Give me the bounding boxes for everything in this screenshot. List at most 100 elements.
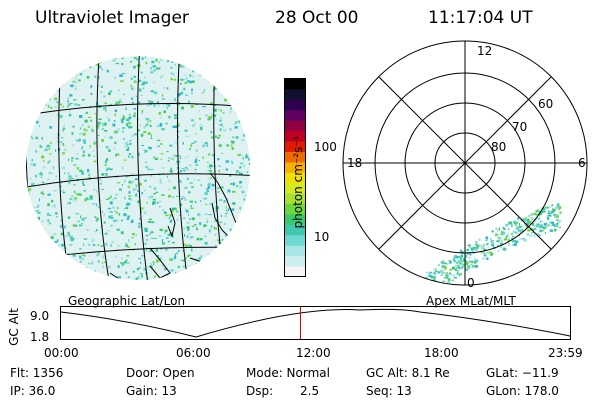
aurora-pixel — [440, 270, 443, 273]
globe-pixel — [150, 265, 153, 268]
globe-pixel — [133, 112, 136, 115]
aurora-pixel — [511, 240, 515, 243]
globe-pixel — [31, 135, 33, 139]
globe-pixel — [137, 200, 141, 204]
globe-pixel — [202, 225, 206, 227]
globe-pixel — [230, 144, 233, 147]
aurora-pixel — [458, 261, 463, 265]
globe-pixel — [168, 104, 170, 107]
aurora-pixel — [429, 272, 433, 274]
globe-pixel — [153, 187, 157, 190]
globe-pixel — [188, 100, 190, 104]
globe-pixel — [130, 77, 133, 79]
globe-pixel — [176, 210, 179, 213]
globe-pixel — [73, 266, 77, 269]
globe-pixel — [126, 144, 129, 146]
globe-pixel — [181, 168, 184, 169]
globe-pixel — [55, 175, 57, 178]
globe-pixel — [243, 133, 247, 137]
aurora-pixel — [508, 238, 510, 242]
polar-plot — [342, 40, 588, 292]
globe-pixel — [28, 90, 30, 92]
aurora-pixel — [438, 289, 440, 292]
globe-pixel — [152, 261, 155, 264]
globe-pixel — [126, 217, 130, 220]
globe-pixel — [237, 221, 239, 223]
globe-pixel — [44, 83, 48, 86]
globe-pixel — [235, 171, 237, 175]
globe-pixel — [248, 157, 250, 161]
globe-pixel — [221, 238, 224, 241]
globe-pixel — [28, 246, 32, 248]
globe-pixel — [142, 81, 146, 85]
aurora-pixel — [470, 247, 474, 250]
aurora-pixel — [551, 204, 553, 207]
globe-pixel — [43, 57, 46, 60]
globe-pixel — [199, 59, 203, 61]
globe-pixel — [192, 70, 195, 73]
aurora-pixel — [500, 233, 503, 236]
globe-pixel — [229, 111, 232, 113]
globe-pixel — [49, 142, 52, 144]
aurora-pixel — [449, 261, 452, 264]
globe-pixel — [149, 119, 152, 123]
aurora-pixel — [517, 217, 520, 220]
globe-pixel — [226, 262, 229, 264]
globe-pixel — [87, 125, 90, 128]
globe-pixel — [219, 119, 222, 122]
globe-pixel — [190, 105, 194, 108]
aurora-pixel — [456, 262, 458, 264]
globe-pixel — [209, 203, 211, 205]
globe-pixel — [80, 257, 84, 261]
globe-pixel — [67, 172, 70, 175]
aurora-pixel — [483, 243, 485, 247]
globe-pixel — [209, 102, 214, 104]
globe-pixel — [126, 202, 131, 206]
globe-pixel — [234, 235, 236, 237]
globe-pixel — [37, 90, 40, 92]
globe-pixel — [106, 69, 109, 73]
globe-pixel — [40, 176, 43, 178]
globe-pixel — [62, 191, 66, 194]
globe-pixel — [60, 78, 63, 82]
globe-pixel — [181, 196, 184, 198]
globe-pixel — [63, 79, 66, 81]
globe-pixel — [175, 271, 177, 275]
aurora-pixel — [497, 239, 500, 243]
globe-pixel — [130, 125, 132, 129]
aurora-pixel — [458, 273, 461, 277]
globe-pixel — [145, 166, 149, 168]
aurora-pixel — [443, 286, 445, 288]
globe-pixel — [36, 80, 39, 84]
globe-pixel — [46, 73, 50, 76]
globe-pixel — [37, 240, 40, 244]
globe-pixel — [232, 75, 236, 78]
globe-pixel — [29, 91, 32, 94]
aurora-pixel — [505, 235, 508, 239]
globe-pixel — [97, 244, 100, 246]
globe-pixel — [71, 269, 73, 272]
globe-pixel — [218, 273, 222, 275]
globe-pixel — [243, 232, 245, 235]
globe-pixel — [186, 226, 190, 229]
globe-pixel — [35, 210, 39, 212]
globe-pixel — [223, 200, 226, 203]
globe-pixel — [208, 253, 212, 257]
globe-pixel — [187, 244, 191, 247]
globe-pixel — [50, 92, 54, 94]
aurora-pixel — [526, 225, 529, 229]
globe-pixel — [119, 99, 121, 101]
globe-pixel — [77, 63, 80, 67]
globe-pixel — [69, 235, 73, 239]
globe-pixel — [148, 100, 152, 103]
globe-pixel — [197, 179, 201, 181]
globe-pixel — [97, 127, 99, 129]
globe-pixel — [129, 143, 132, 145]
globe-pixel — [203, 59, 206, 62]
globe-pixel — [32, 72, 36, 75]
aurora-pixel — [522, 228, 524, 232]
globe-pixel — [64, 149, 67, 151]
globe-pixel — [245, 70, 248, 72]
globe-pixel — [52, 264, 55, 267]
aurora-pixel — [557, 203, 560, 205]
